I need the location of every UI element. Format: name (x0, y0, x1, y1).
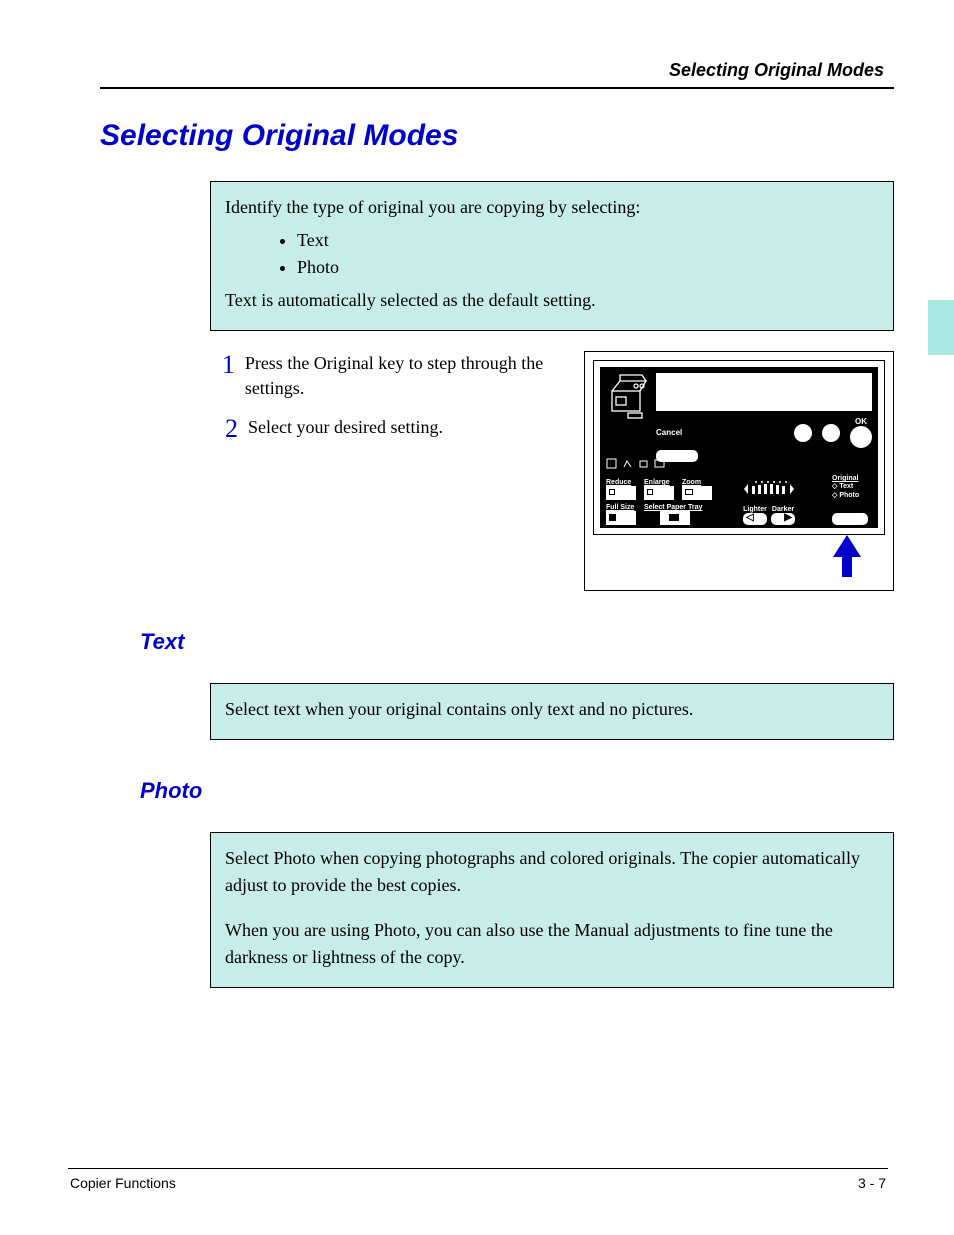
section-title-text: Text (140, 629, 894, 655)
step-text: Press the Original key to step through t… (245, 351, 566, 401)
cancel-label: Cancel (656, 428, 682, 437)
panel-face: Cancel OK (600, 367, 878, 528)
intro-bullets: Text Photo (297, 227, 879, 281)
page-footer: Copier Functions 3 - 7 (68, 1168, 888, 1191)
darker-button: ▶ (771, 513, 795, 525)
section-paragraph: Select text when your original contains … (225, 696, 879, 723)
step-number: 1 (210, 351, 235, 380)
intro-lead: Identify the type of original you are co… (225, 194, 879, 221)
enlarge-button (644, 486, 674, 500)
section-title-photo: Photo (140, 778, 894, 804)
page-edge-tab (928, 300, 954, 355)
mini-icon (606, 458, 617, 469)
nav-button (794, 424, 812, 442)
photo-option: ◇ Photo (832, 492, 872, 500)
footer-rule (68, 1168, 888, 1169)
reduce-label: Reduce (606, 479, 636, 486)
text-option: ◇ Text (832, 483, 872, 491)
zoom-button (682, 486, 712, 500)
photo-section-box: Select Photo when copying photographs an… (210, 832, 894, 988)
fullsize-button (606, 511, 636, 525)
running-header: Selecting Original Modes (100, 60, 894, 81)
step-text: Select your desired setting. (248, 415, 443, 440)
text-section-box: Select text when your original contains … (210, 683, 894, 740)
steps-and-figure: 1 Press the Original key to step through… (210, 351, 894, 591)
ok-button (850, 426, 872, 448)
ok-label: OK (850, 417, 872, 426)
section-paragraph: Select Photo when copying photographs an… (225, 845, 879, 899)
control-panel-figure: Cancel OK (584, 351, 894, 591)
fullsize-label: Full Size (606, 504, 636, 511)
mini-icon (638, 458, 649, 469)
mini-icon (654, 458, 665, 469)
mini-icon (622, 458, 633, 469)
copier-icon (606, 373, 650, 421)
original-button (832, 513, 868, 525)
header-rule (100, 87, 894, 89)
intro-bullet: Photo (297, 254, 879, 281)
page-content: Selecting Original Modes Selecting Origi… (0, 0, 954, 988)
select-tray-label: Select Paper Tray (644, 504, 706, 511)
panel-frame: Cancel OK (593, 360, 885, 535)
select-tray-button (660, 511, 690, 525)
nav-button (822, 424, 840, 442)
intro-bullet: Text (297, 227, 879, 254)
section-paragraph: When you are using Photo, you can also u… (225, 917, 879, 971)
step-item: 1 Press the Original key to step through… (210, 351, 566, 401)
step-item: 2 Select your desired setting. (210, 415, 566, 444)
footer-right: 3 - 7 (858, 1175, 886, 1191)
intro-note: Text is automatically selected as the de… (225, 287, 879, 314)
step-number: 2 (210, 415, 238, 444)
lighter-button: ◁ (743, 513, 767, 525)
lcd-display (656, 373, 872, 411)
reduce-button (606, 486, 636, 500)
footer-left: Copier Functions (70, 1175, 176, 1191)
density-scale-icon (744, 480, 800, 498)
original-label: Original (832, 475, 872, 483)
zoom-label: Zoom (682, 479, 712, 486)
pointer-arrow (593, 535, 885, 582)
intro-box: Identify the type of original you are co… (210, 181, 894, 331)
enlarge-label: Enlarge (644, 479, 674, 486)
page-title: Selecting Original Modes (100, 119, 894, 153)
steps-list: 1 Press the Original key to step through… (210, 351, 566, 591)
